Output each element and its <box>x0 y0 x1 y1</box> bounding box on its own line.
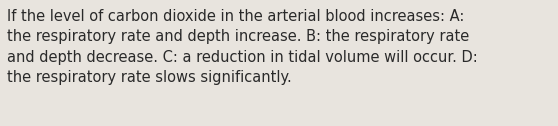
Text: If the level of carbon dioxide in the arterial blood increases: A:
the respirato: If the level of carbon dioxide in the ar… <box>7 9 478 85</box>
